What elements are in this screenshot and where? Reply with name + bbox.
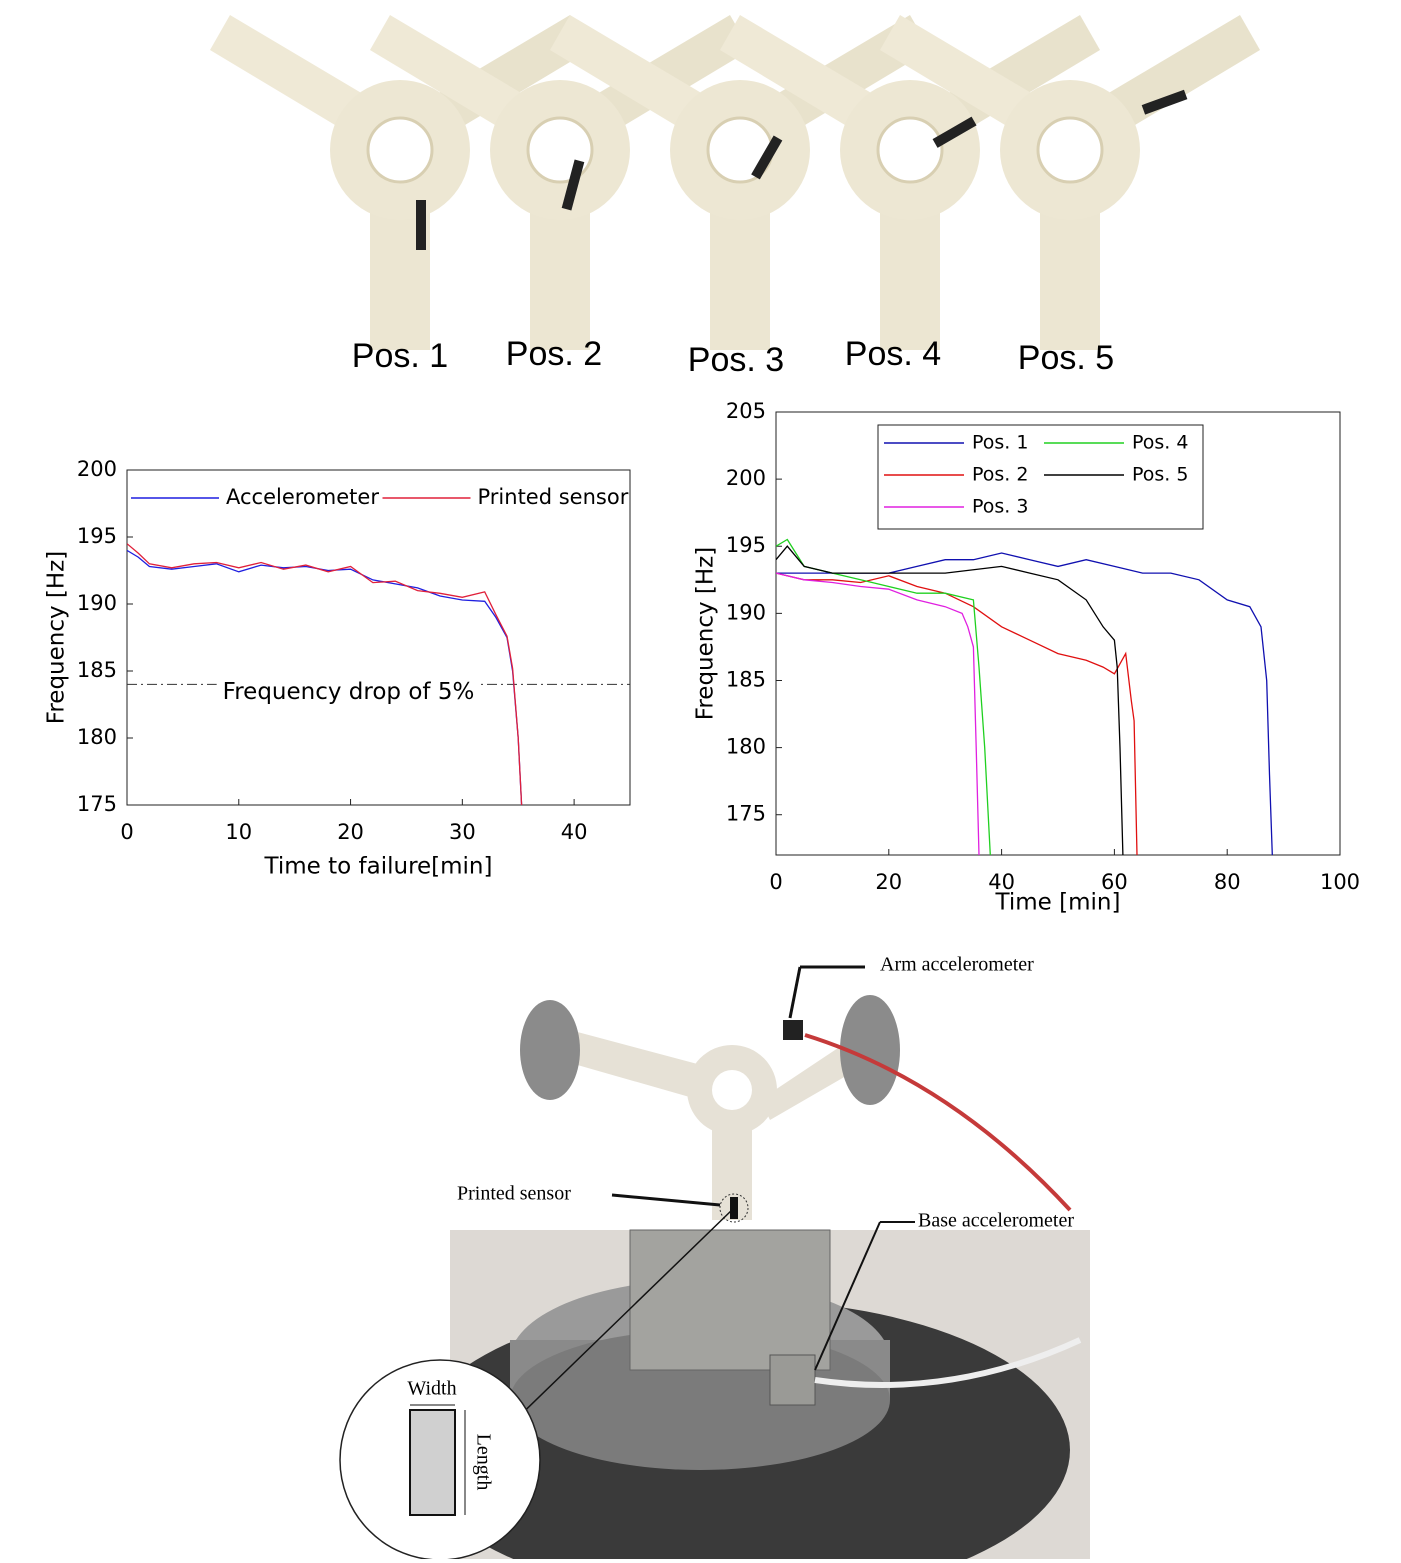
- x-tick-label: 40: [988, 870, 1015, 894]
- y-tick-label: 180: [77, 725, 117, 749]
- y-tick-label: 205: [726, 399, 766, 423]
- x-axis-label: Time to failure[min]: [264, 854, 493, 880]
- x-tick-label: 40: [561, 820, 588, 844]
- x-tick-label: 20: [337, 820, 364, 844]
- data-line: [776, 538, 991, 855]
- data-line: [127, 549, 523, 805]
- y-axis-label: Frequency [Hz]: [693, 547, 719, 720]
- callout: Width: [407, 1378, 456, 1400]
- y-tick-label: 185: [726, 667, 766, 691]
- x-tick-label: 10: [225, 820, 252, 844]
- y-axis-label: Frequency [Hz]: [44, 551, 70, 724]
- x-tick-label: 60: [1101, 870, 1128, 894]
- x-axis-label: Time [min]: [995, 890, 1121, 916]
- y-tick-label: 195: [77, 524, 117, 548]
- position-label: Pos. 1: [352, 337, 448, 375]
- plot-frame: [126, 469, 631, 806]
- x-tick-label: 100: [1320, 870, 1360, 894]
- x-tick-label: 30: [449, 820, 476, 844]
- y-tick-label: 175: [77, 792, 117, 816]
- x-tick-label: 0: [769, 870, 782, 894]
- position-label: Pos. 2: [506, 335, 602, 373]
- position-label: Pos. 4: [845, 335, 941, 373]
- legend-label: Pos. 3: [972, 496, 1028, 518]
- setup-photo: [339, 965, 1090, 1563]
- y-tick-label: 185: [77, 658, 117, 682]
- legend-label: Pos. 5: [1132, 464, 1188, 486]
- legend-label: Pos. 1: [972, 432, 1028, 454]
- annotation: Frequency drop of 5%: [223, 679, 475, 705]
- data-line: [776, 572, 980, 855]
- y-tick-label: 180: [726, 735, 766, 759]
- callout: Base accelerometer: [918, 1210, 1074, 1232]
- y-tick-label: 200: [77, 457, 117, 481]
- x-tick-label: 0: [120, 820, 133, 844]
- specimen-photo: [208, 13, 1262, 352]
- callout: Length: [472, 1434, 494, 1491]
- y-tick-label: 175: [726, 802, 766, 826]
- legend-label: Printed sensor: [478, 485, 629, 509]
- callout: Printed sensor: [457, 1183, 571, 1205]
- legend-label: Pos. 2: [972, 464, 1028, 486]
- y-tick-label: 200: [726, 466, 766, 490]
- annotation-bg: [216, 681, 481, 688]
- position-label: Pos. 5: [1018, 339, 1114, 377]
- x-tick-label: 80: [1214, 870, 1241, 894]
- y-tick-label: 190: [77, 591, 117, 615]
- data-line: [127, 543, 523, 805]
- position-label: Pos. 3: [688, 341, 784, 379]
- y-tick-label: 190: [726, 600, 766, 624]
- callout: Arm accelerometer: [880, 954, 1034, 976]
- x-tick-label: 20: [875, 870, 902, 894]
- y-tick-label: 195: [726, 533, 766, 557]
- data-line: [776, 572, 1138, 855]
- data-line: [776, 545, 1124, 855]
- legend-label: Pos. 4: [1132, 432, 1188, 454]
- legend-label: Accelerometer: [226, 485, 379, 509]
